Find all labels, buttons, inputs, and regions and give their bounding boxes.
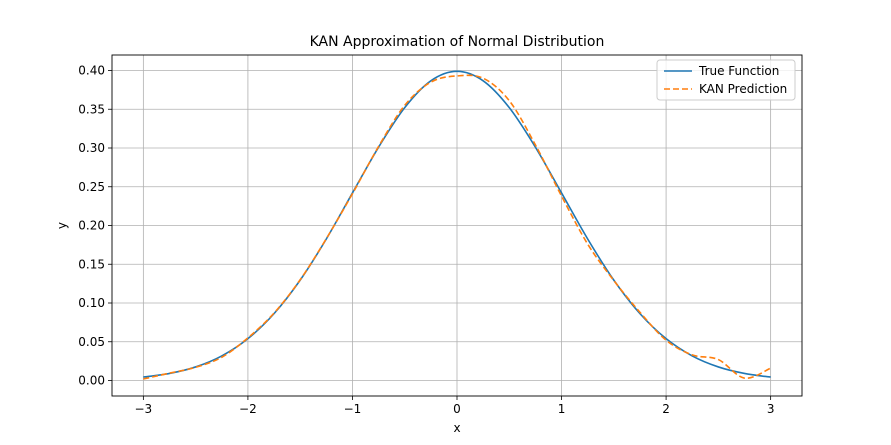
y-tick-label: 0.05 — [78, 335, 105, 349]
x-axis-label: x — [453, 421, 460, 435]
legend-label-true-function: True Function — [698, 64, 779, 78]
y-axis-label: y — [55, 222, 69, 229]
x-tick-label: 1 — [558, 402, 566, 416]
x-tick-label: 2 — [662, 402, 670, 416]
y-tick-label: 0.35 — [78, 102, 105, 116]
y-tick-label: 0.15 — [78, 257, 105, 271]
legend-box — [656, 59, 796, 101]
x-tick-label: −1 — [344, 402, 362, 416]
chart-title: KAN Approximation of Normal Distribution — [310, 34, 605, 50]
legend: True Function KAN Prediction — [656, 59, 796, 101]
y-tick-label: 0.25 — [78, 180, 105, 194]
y-tick-label: 0.10 — [78, 296, 105, 310]
grid — [112, 55, 802, 396]
legend-label-kan-prediction: KAN Prediction — [699, 82, 787, 96]
y-tick-label: 0.20 — [78, 219, 105, 233]
x-tick-label: −3 — [135, 402, 153, 416]
series-layer — [143, 70, 771, 380]
ticks: −3 −2 −1 0 1 2 3 0.00 0.05 0.10 0.15 0.20 0.25 0.30 0.… — [78, 64, 774, 417]
y-tick-label: 0.40 — [78, 64, 105, 78]
y-tick-label: 0.30 — [78, 141, 105, 155]
x-tick-label: −2 — [239, 402, 257, 416]
y-tick-label: 0.00 — [78, 374, 105, 388]
x-tick-label: 3 — [767, 402, 775, 416]
x-tick-label: 0 — [453, 402, 461, 416]
